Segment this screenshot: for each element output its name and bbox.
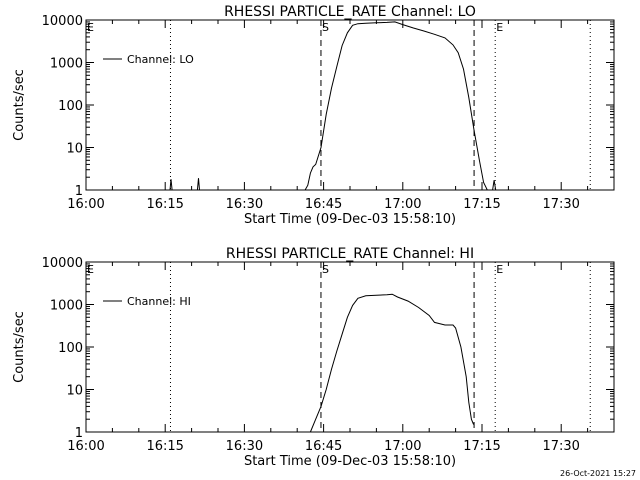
- x-tick-label: 16:45: [305, 439, 342, 454]
- marker-label: S: [322, 263, 329, 276]
- x-tick-label: 17:15: [463, 439, 500, 454]
- x-tick-label: 16:45: [305, 197, 342, 212]
- y-tick-label: 1: [75, 426, 83, 441]
- y-tick-label: 10: [66, 384, 83, 399]
- x-tick-label: 16:00: [67, 197, 104, 212]
- legend-label: Channel: LO: [127, 53, 194, 66]
- x-tick-label: 17:30: [542, 439, 579, 454]
- marker-label: E: [496, 21, 503, 34]
- generation-timestamp: 26-Oct-2021 15:27: [560, 469, 636, 478]
- x-tick-label: 17:00: [384, 197, 421, 212]
- x-tick-label: 17:15: [463, 197, 500, 212]
- x-tick-label: 16:30: [226, 197, 263, 212]
- x-tick-label: 16:15: [146, 439, 183, 454]
- series-line: [309, 293, 475, 433]
- plot-frame: [85, 19, 615, 191]
- y-axis-label: Counts/sec: [12, 69, 27, 141]
- marker-label: E: [87, 21, 94, 34]
- series-line: [169, 21, 497, 191]
- chart-title: RHESSI PARTICLE_RATE Channel: HI: [226, 246, 474, 262]
- plot-frame: [85, 261, 615, 433]
- y-tick-label: 1000: [50, 299, 83, 314]
- x-axis: 16:00 16:15 16:30 16:45 17:00 17:15 17:30: [67, 262, 615, 454]
- marker-label: S: [322, 21, 329, 34]
- x-tick-label: 16:15: [146, 197, 183, 212]
- x-tick-label: 17:00: [384, 439, 421, 454]
- y-tick-label: 100: [58, 341, 83, 356]
- x-tick-label: 16:00: [67, 439, 104, 454]
- y-axis-label: Counts/sec: [12, 311, 27, 383]
- y-tick-label: 10: [66, 142, 83, 157]
- y-axis: 1 10 100 1000 10000: [42, 14, 614, 199]
- chart-title: RHESSI PARTICLE_RATE Channel: LO: [224, 4, 476, 20]
- y-tick-label: 1: [75, 184, 83, 199]
- hi-channel-panel: RHESSI PARTICLE_RATE Channel: HI 1 10 100 10…: [12, 246, 615, 469]
- x-axis-label: Start Time (09-Dec-03 15:58:10): [244, 454, 456, 469]
- x-axis: 16:00 16:15 16:30 16:45 17:00 17:15 17:30: [67, 20, 615, 212]
- y-tick-label: 100: [58, 99, 83, 114]
- y-tick-label: 10000: [42, 14, 83, 29]
- y-tick-label: 10000: [42, 256, 83, 271]
- x-axis-label: Start Time (09-Dec-03 15:58:10): [244, 212, 456, 227]
- x-tick-label: 17:30: [542, 197, 579, 212]
- legend-label: Channel: HI: [127, 295, 191, 308]
- y-tick-label: 1000: [50, 57, 83, 72]
- marker-label: E: [496, 263, 503, 276]
- marker-label: E: [87, 263, 94, 276]
- lo-channel-panel: RHESSI PARTICLE_RATE Channel: LO 1 10 100 10…: [12, 4, 615, 227]
- y-axis: 1 10 100 1000 10000: [42, 256, 614, 441]
- x-tick-label: 16:30: [226, 439, 263, 454]
